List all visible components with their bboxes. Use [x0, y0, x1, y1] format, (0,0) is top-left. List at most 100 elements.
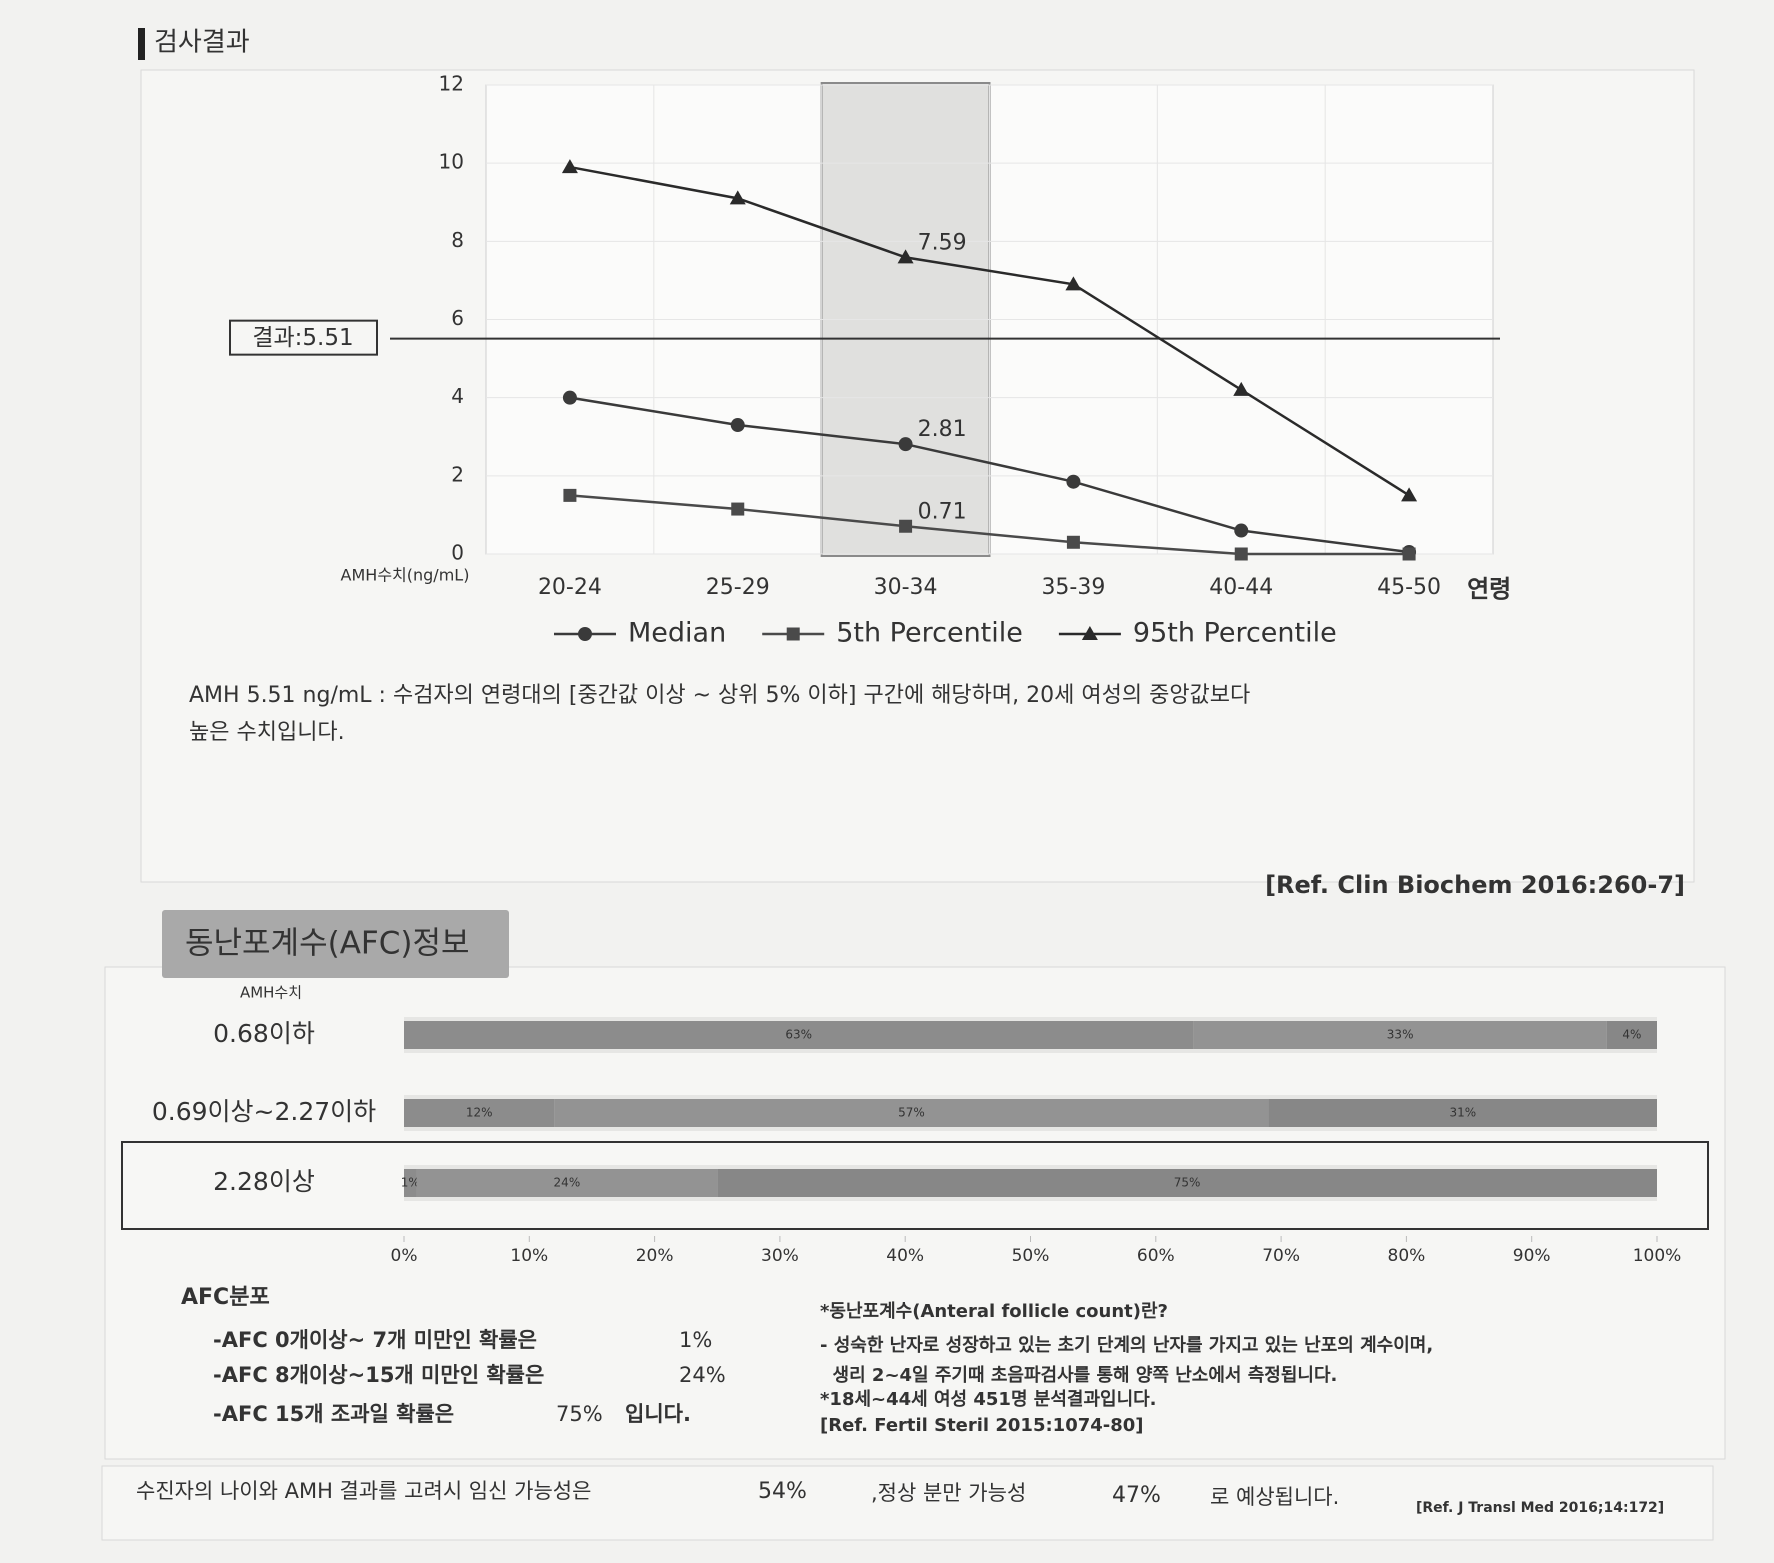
y-axis-label: AMH수치(ng/mL) [341, 566, 470, 585]
y-tick-label: 4 [451, 384, 464, 408]
x-tick-label: 90% [1513, 1246, 1551, 1266]
marker [561, 159, 578, 174]
y-tick-label: 12 [439, 72, 464, 96]
marker [562, 390, 577, 405]
marker [1401, 487, 1418, 502]
x-tick-label: 40-44 [1209, 575, 1273, 600]
bar-segment [1193, 1021, 1607, 1049]
marker [731, 502, 745, 516]
marker [563, 488, 577, 502]
bar-segment [554, 1099, 1269, 1127]
footer-panel [101, 1465, 1714, 1541]
data-label: 75% [1174, 1176, 1201, 1190]
y-tick-label: 10 [439, 150, 464, 174]
footer-text: 수진자의 나이와 AMH 결과를 고려시 임신 가능성은 [136, 1479, 591, 1503]
afc-line: -AFC 0개이상~ 7개 미만인 확률은 [213, 1328, 537, 1352]
y-tick-label: 8 [451, 228, 464, 252]
y-axis-label: AMH수치 [240, 984, 302, 1002]
footer-text: ,정상 분만 가능성 [871, 1481, 1026, 1505]
footer-reference: [Ref. J Transl Med 2016;14:172] [1416, 1500, 1664, 1516]
y-tick-label: 0 [451, 541, 464, 565]
amh-chart: 0 2 4 6 8 10 12 AMH수치(ng/mL) 20-24 25-29 30-34 35-3… [229, 72, 1511, 649]
series-line [569, 396, 1410, 554]
description-line: AMH 5.51 ng/mL : 수검자의 연령대의 [중간값 이상 ~ 상위 … [189, 683, 1250, 708]
marker [897, 249, 914, 264]
marker [729, 190, 746, 205]
afc-suffix: 입니다. [625, 1402, 691, 1426]
marker [1065, 276, 1082, 291]
category-label: 0.68이하 [213, 1019, 315, 1048]
x-tick-label: 30-34 [874, 575, 938, 600]
bar-segment [404, 1099, 555, 1127]
afc-chart: AMH수치 0.68이하 63% 33% 4% 0.69이상~2.27이하 12% 57% 31… [121, 984, 1709, 1266]
bar-segment [1606, 1021, 1657, 1049]
data-label: 31% [1449, 1106, 1476, 1120]
afc-tab [162, 910, 509, 978]
marker [1234, 547, 1248, 561]
data-label: 24% [554, 1176, 581, 1190]
bar-segment [416, 1169, 718, 1197]
bar-segment [404, 1169, 417, 1197]
data-label: 57% [898, 1106, 925, 1120]
data-label: 2.81 [918, 417, 967, 442]
reference-label: 결과:5.51 [252, 325, 353, 351]
data-label: 1% [401, 1176, 420, 1190]
afc-distribution-title: AFC분포 [181, 1285, 270, 1310]
legend-label: 95th Percentile [1133, 618, 1337, 649]
marker [1081, 626, 1098, 640]
title-marker [138, 28, 145, 60]
afc-line: -AFC 8개이상~15개 미만인 확률은 [213, 1363, 544, 1387]
afc-title: 동난포계수(AFC)정보 [185, 926, 470, 962]
x-tick-label: 30% [761, 1246, 799, 1266]
footer-value: 47% [1112, 1483, 1161, 1508]
reference: [Ref. Clin Biochem 2016:260-7] [1265, 871, 1685, 899]
section-title: 검사결과 [154, 28, 250, 58]
note: *동난포계수(Anteral follicle count)란? [820, 1301, 1168, 1322]
marker [1233, 381, 1250, 396]
footer-value: 54% [758, 1479, 807, 1504]
x-tick-label: 50% [1012, 1246, 1050, 1266]
category-label: 2.28이상 [213, 1167, 315, 1196]
data-label: 4% [1622, 1028, 1641, 1042]
marker [730, 418, 745, 433]
x-tick-label: 60% [1137, 1246, 1175, 1266]
description-line: 높은 수치입니다. [189, 720, 345, 745]
marker [1234, 523, 1249, 538]
y-tick-label: 6 [451, 306, 464, 330]
bar-segment [717, 1169, 1657, 1197]
x-axis-label: 연령 [1467, 575, 1511, 603]
x-tick-label: 40% [886, 1246, 924, 1266]
data-label: 33% [1387, 1028, 1414, 1042]
data-label: 7.59 [918, 230, 967, 255]
data-label: 12% [466, 1106, 493, 1120]
note: *18세~44세 여성 451명 분석결과입니다. [820, 1388, 1157, 1410]
series-line [569, 494, 1410, 556]
x-tick-label: 70% [1262, 1246, 1300, 1266]
x-tick-label: 25-29 [706, 575, 770, 600]
footer-text: 로 예상됩니다. [1210, 1485, 1339, 1509]
note: 생리 2~4일 주기때 초음파검사를 통해 양쪽 난소에서 측정됩니다. [820, 1365, 1337, 1386]
afc-value: 75% [556, 1402, 603, 1426]
marker [786, 627, 800, 641]
legend-label: Median [628, 618, 726, 649]
reference-label-box [229, 319, 378, 356]
marker [1066, 535, 1080, 549]
x-tick-label: 35-39 [1041, 575, 1105, 600]
category-label: 0.69이상~2.27이하 [152, 1097, 376, 1126]
data-label: 63% [785, 1028, 812, 1042]
note: - 성숙한 난자로 성장하고 있는 초기 단계의 난자를 가지고 있는 난포의 … [820, 1335, 1433, 1356]
afc-value: 1% [679, 1328, 712, 1352]
marker [1066, 474, 1081, 489]
afc-value: 24% [679, 1363, 726, 1387]
note: [Ref. Fertil Steril 2015:1074-80] [820, 1415, 1144, 1436]
afc-line: -AFC 15개 조과일 확률은 [213, 1402, 454, 1426]
marker [899, 519, 913, 533]
x-tick-label: 45-50 [1377, 575, 1441, 600]
legend-label: 5th Percentile [836, 618, 1023, 649]
y-tick-label: 2 [451, 462, 464, 486]
series-line [569, 165, 1410, 497]
marker [578, 627, 592, 641]
data-label: 0.71 [918, 499, 967, 524]
x-tick-label: 20-24 [538, 575, 602, 600]
